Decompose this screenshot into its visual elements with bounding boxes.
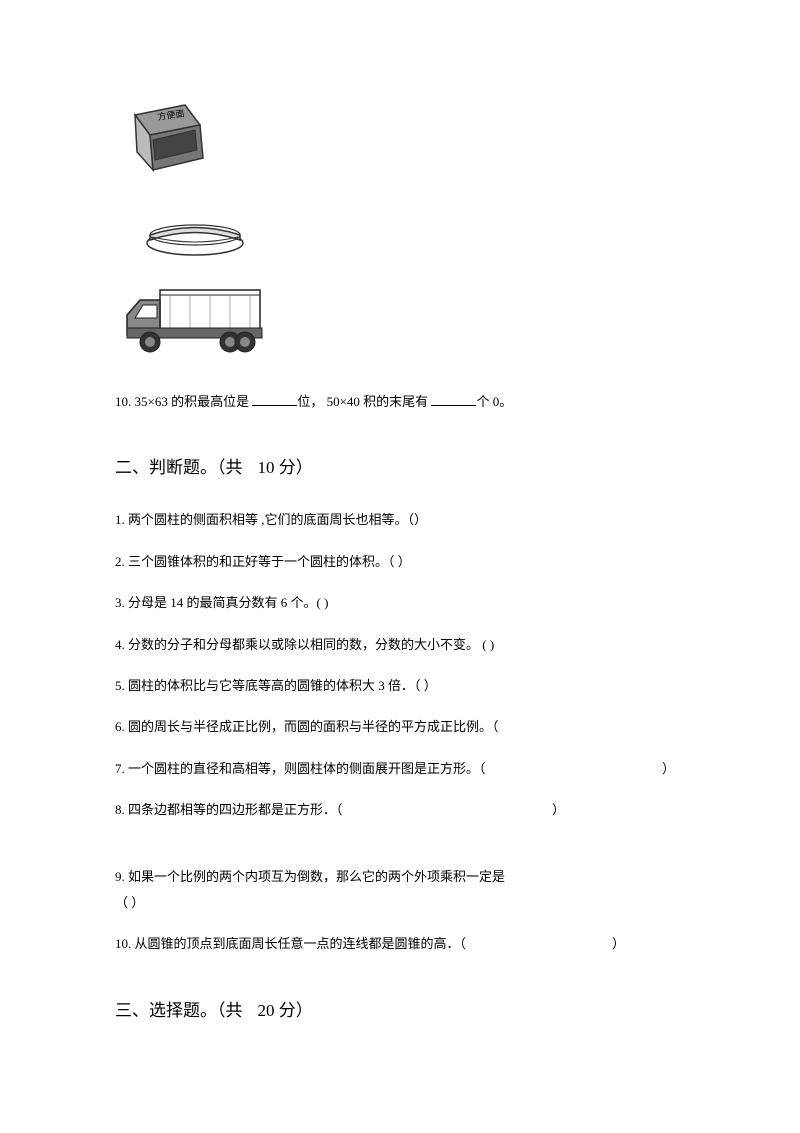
section-3-points: 20 分） [258,1001,313,1020]
judge-item-6: 6. 圆的周长与半径成正比例，而圆的面积与半径的平方成正比例。（ [115,715,685,738]
section-3-label: 三、选择题。（共 [115,1001,243,1020]
blank-1 [252,392,297,406]
noodle-box-image: 方便面 [115,100,685,190]
q10-suffix: 个 0。 [476,394,512,409]
judge-item-5: 5. 圆柱的体积比与它等底等高的圆锥的体积大 3 倍．（ ） [115,674,685,697]
truck-image [115,280,685,365]
blank-2 [431,392,476,406]
section-2-points: 10 分） [258,458,313,477]
judge-7-text: 7. 一个圆柱的直径和高相等，则圆柱体的侧面展开图是正方形。（ [115,761,486,776]
judge-7-paren: ） [662,757,675,780]
judge-8-text: 8. 四条边都相等的四边形都是正方形．（ [115,802,343,817]
spacer [115,840,685,865]
judge-10-text: 10. 从圆锥的顶点到底面周长任意一点的连线都是圆锥的高．（ [115,936,466,951]
q10-mid: 位， 50×40 积的末尾有 [297,394,431,409]
question-10: 10. 35×63 的积最高位是 位， 50×40 积的末尾有 个 0。 [115,390,685,413]
q10-prefix: 10. 35×63 的积最高位是 [115,394,252,409]
judge-item-3: 3. 分母是 14 的最简真分数有 6 个。( ) [115,591,685,614]
judge-9-paren: （ ） [115,891,685,914]
images-container: 方便面 [115,100,685,365]
section-2-label: 二、判断题。（共 [115,458,243,477]
judge-8-paren: ） [552,798,565,821]
judge-item-8: 8. 四条边都相等的四边形都是正方形．（ ） [115,798,685,821]
judge-item-7: 7. 一个圆柱的直径和高相等，则圆柱体的侧面展开图是正方形。（ ） [115,757,685,780]
judge-item-1: 1. 两个圆柱的侧面积相等 ,它们的底面周长也相等。（） [115,508,685,531]
section-3-title: 三、选择题。（共 20 分） [115,996,685,1021]
judge-item-2: 2. 三个圆锥体积的和正好等于一个圆柱的体积。（ ） [115,550,685,573]
judge-item-9: 9. 如果一个比例的两个内项互为倒数，那么它的两个外项乘积一定是 （ ） [115,865,685,915]
judge-item-10: 10. 从圆锥的顶点到底面周长任意一点的连线都是圆锥的高．（ ） [115,932,685,955]
pencil-case-image [140,205,685,265]
judge-9-text: 9. 如果一个比例的两个内项互为倒数，那么它的两个外项乘积一定是 [115,865,685,888]
judge-item-4: 4. 分数的分子和分母都乘以或除以相同的数，分数的大小不变。 ( ) [115,633,685,656]
judge-10-paren: ） [612,932,625,955]
section-2-title: 二、判断题。（共 10 分） [115,453,685,478]
